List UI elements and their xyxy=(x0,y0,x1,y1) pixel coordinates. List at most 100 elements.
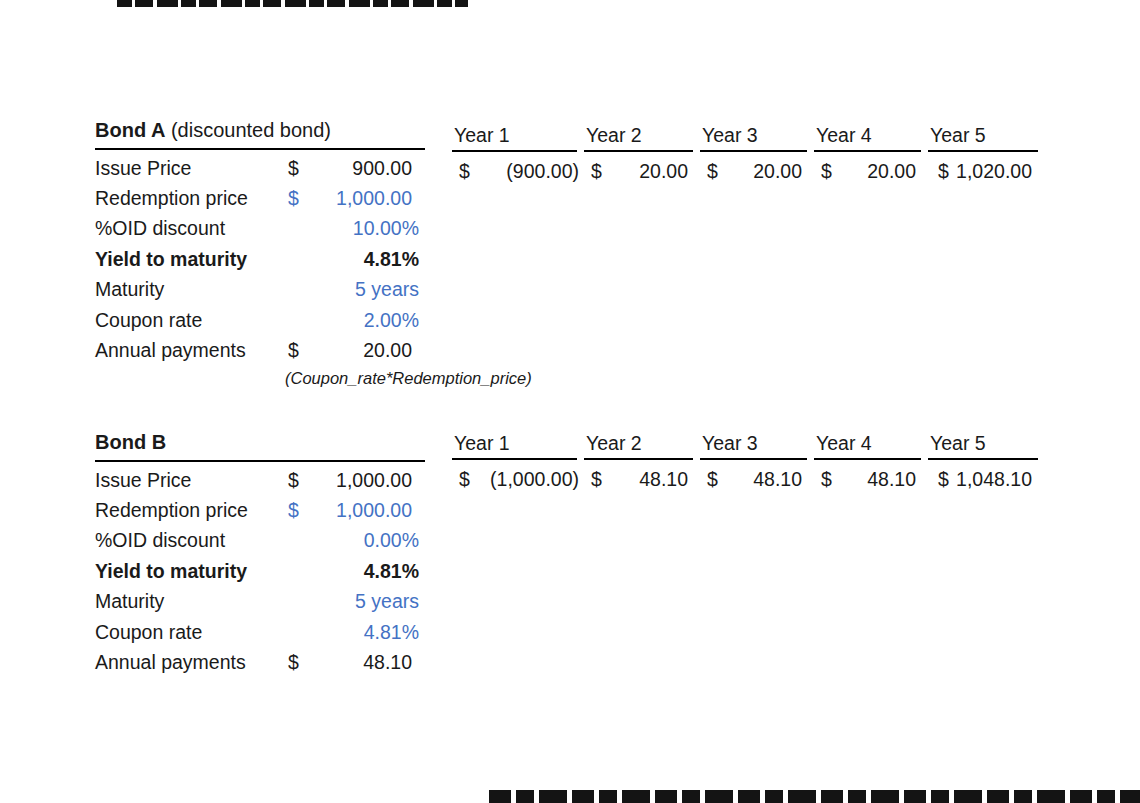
column-header: Year 3 xyxy=(700,432,807,460)
table-row: Issue Price $ 1,000.00 xyxy=(95,465,425,495)
cashflow-cell: $ 48.10 xyxy=(814,460,928,491)
bond-b-table: Bond B Issue Price $ 1,000.00 Redemption… xyxy=(95,430,425,678)
column-header: Year 3 xyxy=(700,124,807,152)
table-row: %OID discount 0.00% xyxy=(95,526,425,556)
row-label: Annual payments xyxy=(95,339,288,362)
row-value: 4.81% xyxy=(318,248,425,271)
currency-symbol: $ xyxy=(288,187,318,210)
column-header: Year 2 xyxy=(584,432,693,460)
cashflow-amount: 20.00 xyxy=(867,160,916,183)
cashflow-cell: $ (900.00) xyxy=(452,152,584,183)
cashflow-amount: 1,020.00 xyxy=(956,160,1032,183)
currency-symbol: $ xyxy=(288,499,318,522)
bond-b-title: Bond B xyxy=(95,431,166,453)
cashflow-amount: (1,000.00) xyxy=(490,468,579,491)
table-row: Redemption price $ 1,000.00 xyxy=(95,183,425,213)
row-label: Coupon rate xyxy=(95,309,288,332)
currency-symbol: $ xyxy=(288,157,318,180)
row-value: 900.00 xyxy=(318,157,425,180)
row-label: Redemption price xyxy=(95,187,288,210)
column-header: Year 2 xyxy=(584,124,693,152)
cashflow-cell: $ 20.00 xyxy=(700,152,814,183)
row-value: 0.00% xyxy=(318,529,425,552)
table-row: Maturity 5 years xyxy=(95,587,425,617)
row-value: 4.81% xyxy=(318,560,425,583)
bond-a-cashflow-table: Year 1 Year 2 Year 3 Year 4 Year 5 $ (90… xyxy=(452,124,1040,183)
row-value: 4.81% xyxy=(318,621,425,644)
row-value: 20.00 xyxy=(318,339,425,362)
row-label: Maturity xyxy=(95,278,288,301)
table-row: Yield to maturity 4.81% xyxy=(95,556,425,586)
column-header: Year 5 xyxy=(928,432,1038,460)
currency-symbol: $ xyxy=(821,468,832,491)
bond-a-table: Bond A (discounted bond) Issue Price $ 9… xyxy=(95,118,425,388)
currency-symbol: $ xyxy=(821,160,832,183)
row-label: Annual payments xyxy=(95,651,288,674)
currency-symbol: $ xyxy=(288,339,318,362)
cashflow-cell: $ (1,000.00) xyxy=(452,460,584,491)
row-label: Redemption price xyxy=(95,499,288,522)
row-value: 48.10 xyxy=(318,651,425,674)
column-header: Year 1 xyxy=(452,124,577,152)
table-row: Annual payments $ 48.10 xyxy=(95,647,425,677)
cashflow-amount: 48.10 xyxy=(753,468,802,491)
row-value: 10.00% xyxy=(318,217,425,240)
table-row: Redemption price $ 1,000.00 xyxy=(95,495,425,525)
table-row: Issue Price $ 900.00 xyxy=(95,153,425,183)
row-label: %OID discount xyxy=(95,217,288,240)
cashflow-amount: 48.10 xyxy=(639,468,688,491)
cashflow-cell: $ 20.00 xyxy=(584,152,700,183)
column-header: Year 5 xyxy=(928,124,1038,152)
row-label: Yield to maturity xyxy=(95,560,288,583)
row-label: Maturity xyxy=(95,590,288,613)
currency-symbol: $ xyxy=(707,160,718,183)
table-row: Coupon rate 2.00% xyxy=(95,305,425,335)
cashflow-cell: $ 20.00 xyxy=(814,152,928,183)
currency-symbol: $ xyxy=(591,160,602,183)
currency-symbol: $ xyxy=(707,468,718,491)
bond-a-header: Bond A (discounted bond) xyxy=(95,118,425,150)
bond-a-title-suffix: (discounted bond) xyxy=(165,119,331,141)
currency-symbol: $ xyxy=(938,468,949,491)
cashflow-amount: 20.00 xyxy=(639,160,688,183)
bond-b-header: Bond B xyxy=(95,430,425,462)
row-label: Yield to maturity xyxy=(95,248,288,271)
cashflow-amount: 20.00 xyxy=(753,160,802,183)
cashflow-amount: 1,048.10 xyxy=(956,468,1032,491)
row-value: 1,000.00 xyxy=(318,499,425,522)
cashflow-cell: $ 1,020.00 xyxy=(928,152,1040,183)
bond-a-title: Bond A xyxy=(95,119,165,141)
row-label: Issue Price xyxy=(95,157,288,180)
column-header: Year 1 xyxy=(452,432,577,460)
cashflow-amount: 48.10 xyxy=(867,468,916,491)
cashflow-amount: (900.00) xyxy=(506,160,579,183)
row-value: 1,000.00 xyxy=(318,187,425,210)
table-row: Coupon rate 4.81% xyxy=(95,617,425,647)
currency-symbol: $ xyxy=(459,160,470,183)
currency-symbol: $ xyxy=(459,468,470,491)
cropped-text-artifact-top xyxy=(117,0,468,7)
row-value: 1,000.00 xyxy=(318,469,425,492)
cashflow-cell: $ 48.10 xyxy=(584,460,700,491)
formula-note: (Coupon_rate*Redemption_price) xyxy=(285,369,425,388)
table-row: Yield to maturity 4.81% xyxy=(95,244,425,274)
row-label: Coupon rate xyxy=(95,621,288,644)
spreadsheet-view: { "colors": { "accent_blue": "#4472C4", … xyxy=(0,0,1140,803)
currency-symbol: $ xyxy=(938,160,949,183)
table-row: Maturity 5 years xyxy=(95,275,425,305)
row-value: 2.00% xyxy=(318,309,425,332)
row-value: 5 years xyxy=(318,278,425,301)
cashflow-cell: $ 48.10 xyxy=(700,460,814,491)
column-header: Year 4 xyxy=(814,432,921,460)
cropped-text-artifact-bottom xyxy=(489,790,1140,803)
row-label: %OID discount xyxy=(95,529,288,552)
column-header: Year 4 xyxy=(814,124,921,152)
bond-b-cashflow-table: Year 1 Year 2 Year 3 Year 4 Year 5 $ (1,… xyxy=(452,432,1040,491)
currency-symbol: $ xyxy=(591,468,602,491)
row-value: 5 years xyxy=(318,590,425,613)
row-label: Issue Price xyxy=(95,469,288,492)
currency-symbol: $ xyxy=(288,651,318,674)
currency-symbol: $ xyxy=(288,469,318,492)
table-row: %OID discount 10.00% xyxy=(95,214,425,244)
cashflow-cell: $ 1,048.10 xyxy=(928,460,1040,491)
